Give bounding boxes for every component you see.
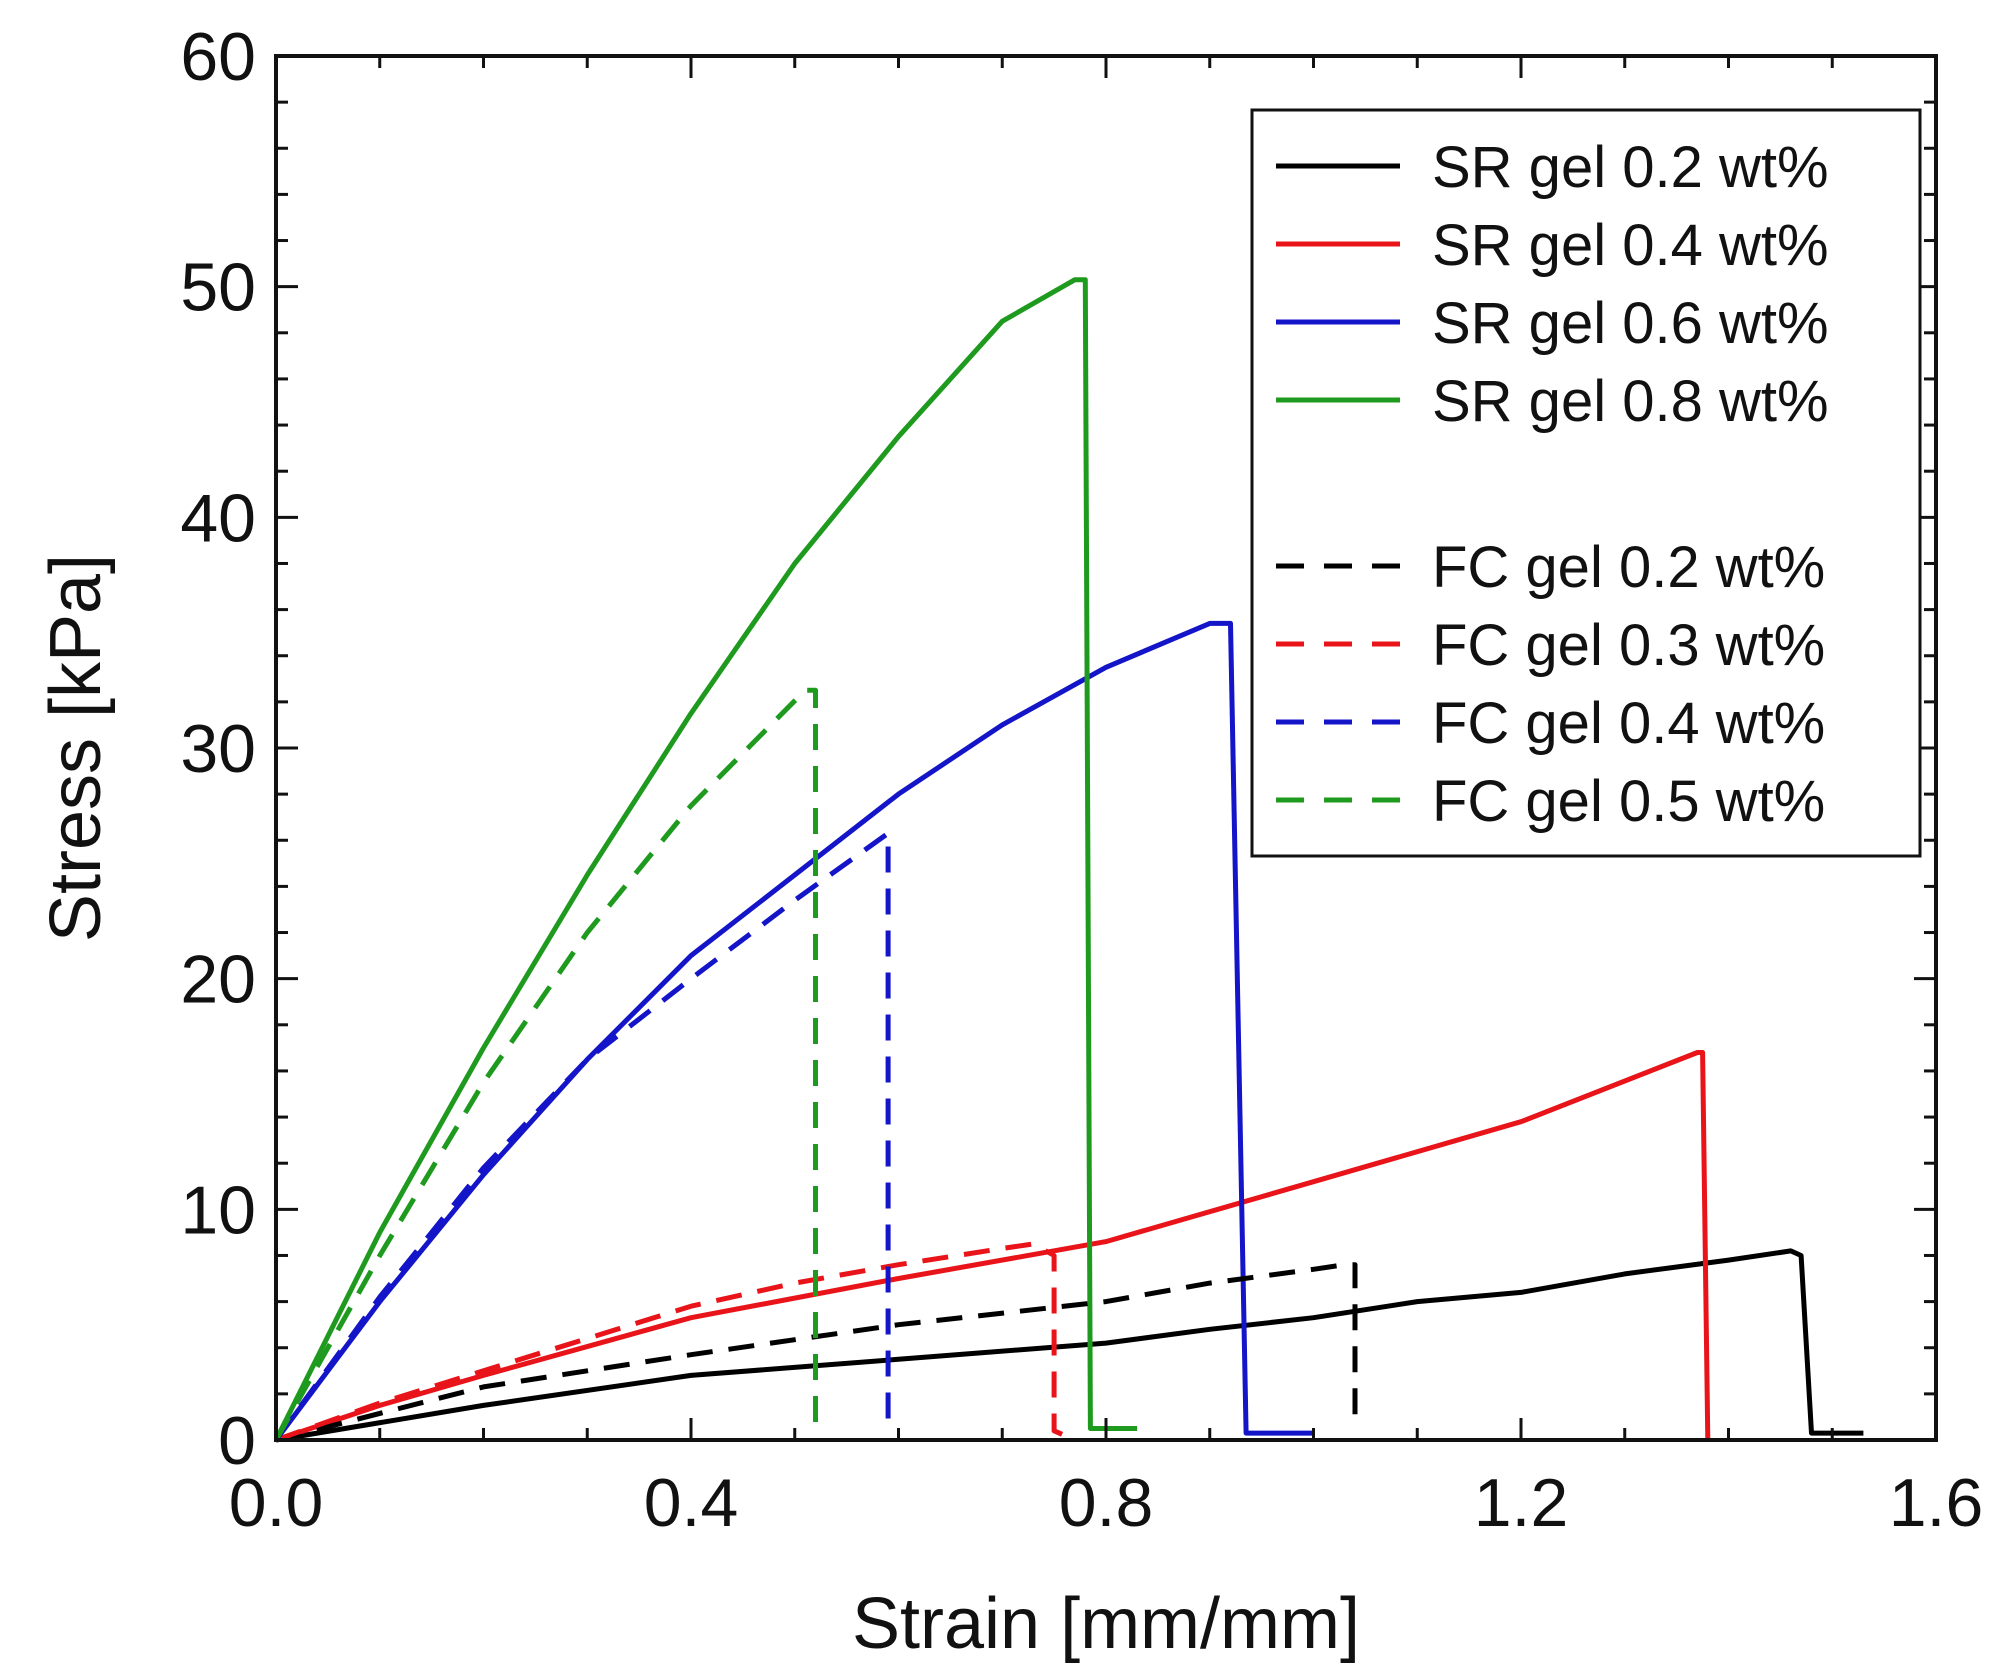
plot-series: [273, 277, 1864, 1443]
legend-label-3: SR gel 0.6 wt%: [1432, 291, 1829, 356]
series-line-8: [273, 687, 818, 1442]
legend-label-2: SR gel 0.4 wt%: [1432, 213, 1829, 278]
x-axis-title: Strain [mm/mm]: [852, 1584, 1360, 1664]
series-line-2: [275, 1050, 1711, 1443]
series-line-4: [273, 277, 1138, 1442]
legend-label-5: FC gel 0.2 wt%: [1432, 535, 1825, 600]
axes: 0.0 0.4 0.8 1.2 1.6 0 10 20 30 40 50 60: [180, 19, 1983, 1541]
y-tick-label: 30: [180, 711, 256, 787]
series-line-3: [274, 620, 1314, 1442]
series-line-7: [273, 830, 891, 1442]
series-line-5: [275, 1262, 1358, 1443]
x-tick-label: 0.4: [644, 1465, 739, 1541]
legend-label-4: SR gel 0.8 wt%: [1432, 369, 1829, 434]
legend-label-8: FC gel 0.5 wt%: [1432, 769, 1825, 834]
x-tick-label: 1.6: [1889, 1465, 1984, 1541]
y-tick-label: 10: [180, 1172, 256, 1248]
legend: SR gel 0.2 wt% SR gel 0.4 wt% SR gel 0.6 w…: [1250, 108, 1922, 858]
x-tick-label: 1.2: [1474, 1465, 1569, 1541]
legend-box: [1250, 108, 1922, 858]
legend-label-7: FC gel 0.4 wt%: [1432, 691, 1825, 756]
series-line-6: [275, 1241, 1066, 1443]
y-tick-label: 50: [180, 250, 256, 326]
x-tick-label: 0.0: [229, 1465, 324, 1541]
legend-label-6: FC gel 0.3 wt%: [1432, 613, 1825, 678]
series-line-1: [275, 1248, 1864, 1443]
y-tick-label: 20: [180, 942, 256, 1018]
y-tick-label: 40: [180, 480, 256, 556]
y-tick-label: 0: [218, 1403, 256, 1479]
y-axis-title: Stress [kPa]: [36, 554, 116, 942]
x-tick-label: 0.8: [1059, 1465, 1154, 1541]
legend-label-1: SR gel 0.2 wt%: [1432, 135, 1829, 200]
y-tick-label: 60: [180, 19, 256, 95]
